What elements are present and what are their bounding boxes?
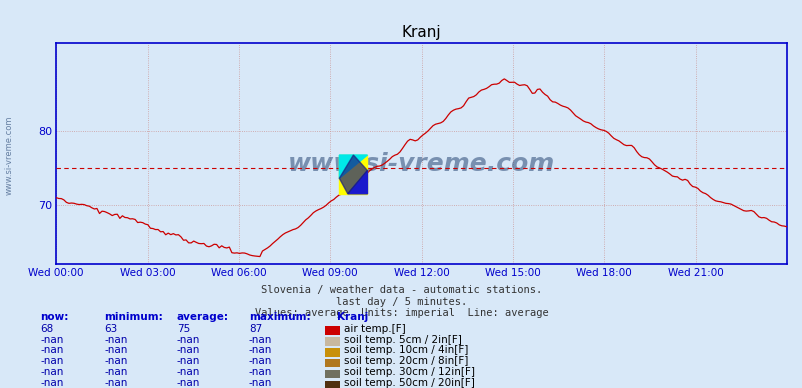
Polygon shape: [347, 171, 367, 194]
Bar: [339, 155, 367, 194]
Text: -nan: -nan: [104, 367, 128, 377]
Text: www.si-vreme.com: www.si-vreme.com: [5, 116, 14, 195]
Text: 63: 63: [104, 324, 118, 334]
Text: -nan: -nan: [176, 367, 200, 377]
Text: -nan: -nan: [104, 356, 128, 366]
Text: -nan: -nan: [40, 356, 63, 366]
Text: soil temp. 30cm / 12in[F]: soil temp. 30cm / 12in[F]: [343, 367, 474, 377]
Text: -nan: -nan: [176, 345, 200, 355]
Text: air temp.[F]: air temp.[F]: [343, 324, 405, 334]
Text: Kranj: Kranj: [337, 312, 368, 322]
Text: -nan: -nan: [176, 334, 200, 345]
Text: soil temp. 20cm / 8in[F]: soil temp. 20cm / 8in[F]: [343, 356, 468, 366]
Text: Slovenia / weather data - automatic stations.: Slovenia / weather data - automatic stat…: [261, 285, 541, 295]
Text: minimum:: minimum:: [104, 312, 163, 322]
Text: -nan: -nan: [104, 345, 128, 355]
Text: -nan: -nan: [176, 356, 200, 366]
Text: 87: 87: [249, 324, 262, 334]
Text: -nan: -nan: [40, 345, 63, 355]
Text: soil temp. 10cm / 4in[F]: soil temp. 10cm / 4in[F]: [343, 345, 468, 355]
Text: -nan: -nan: [249, 367, 272, 377]
Text: soil temp. 5cm / 2in[F]: soil temp. 5cm / 2in[F]: [343, 334, 461, 345]
Polygon shape: [339, 155, 367, 194]
Text: -nan: -nan: [249, 345, 272, 355]
Text: -nan: -nan: [249, 334, 272, 345]
Text: last day / 5 minutes.: last day / 5 minutes.: [335, 297, 467, 307]
Text: Values: average  Units: imperial  Line: average: Values: average Units: imperial Line: av…: [254, 308, 548, 319]
Text: average:: average:: [176, 312, 229, 322]
Text: maximum:: maximum:: [249, 312, 310, 322]
Text: -nan: -nan: [176, 378, 200, 388]
Text: 68: 68: [40, 324, 54, 334]
Text: soil temp. 50cm / 20in[F]: soil temp. 50cm / 20in[F]: [343, 378, 474, 388]
Title: Kranj: Kranj: [401, 25, 441, 40]
Text: -nan: -nan: [40, 334, 63, 345]
Text: -nan: -nan: [249, 378, 272, 388]
Polygon shape: [339, 155, 367, 178]
Text: -nan: -nan: [40, 378, 63, 388]
Text: 75: 75: [176, 324, 190, 334]
Text: -nan: -nan: [104, 378, 128, 388]
Text: -nan: -nan: [40, 367, 63, 377]
Text: now:: now:: [40, 312, 68, 322]
Text: -nan: -nan: [249, 356, 272, 366]
Text: -nan: -nan: [104, 334, 128, 345]
Text: www.si-vreme.com: www.si-vreme.com: [288, 152, 554, 176]
